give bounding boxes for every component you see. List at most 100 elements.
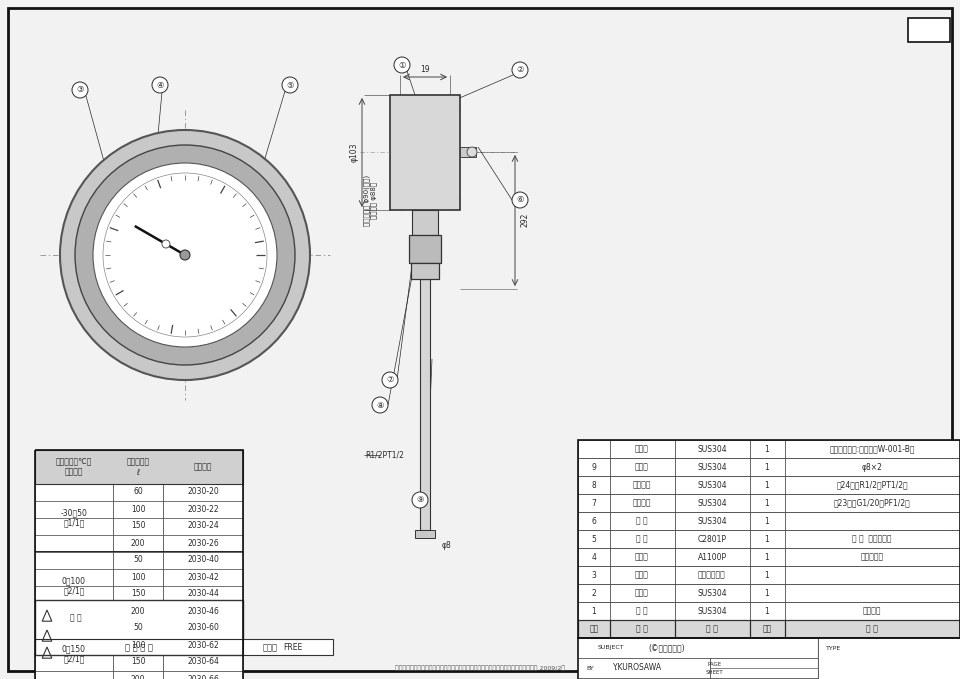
Text: 感温部長さ
ℓ: 感温部長さ ℓ xyxy=(127,457,150,477)
Text: PAGE: PAGE xyxy=(708,663,722,667)
Bar xyxy=(420,279,430,530)
Text: 2030-64: 2030-64 xyxy=(187,657,219,667)
Text: 3: 3 xyxy=(591,570,596,579)
Text: 1: 1 xyxy=(764,589,769,598)
Bar xyxy=(578,512,960,530)
Circle shape xyxy=(152,77,168,93)
Text: SUS304: SUS304 xyxy=(697,498,727,507)
Circle shape xyxy=(93,163,277,347)
Text: 2030-66: 2030-66 xyxy=(187,674,219,679)
Text: ⑨: ⑨ xyxy=(417,496,423,504)
Bar xyxy=(578,638,960,679)
Bar xyxy=(411,263,439,279)
Text: ④: ④ xyxy=(156,81,164,90)
Bar xyxy=(818,638,960,679)
Text: （オプション:図面番号W-001-B）: （オプション:図面番号W-001-B） xyxy=(829,445,915,454)
Text: 292: 292 xyxy=(520,213,530,227)
Bar xyxy=(460,147,476,157)
Text: TYPE: TYPE xyxy=(826,646,841,651)
Text: 2030-46: 2030-46 xyxy=(187,606,219,615)
Bar xyxy=(578,476,960,494)
Circle shape xyxy=(394,57,410,73)
Bar xyxy=(35,637,243,654)
Text: 2030-44: 2030-44 xyxy=(187,589,219,598)
Bar xyxy=(35,620,243,637)
Text: 2030-20: 2030-20 xyxy=(187,488,219,496)
Text: SUS304: SUS304 xyxy=(697,481,727,490)
Text: SUS304: SUS304 xyxy=(697,589,727,598)
Text: 縮　図: 縮 図 xyxy=(263,644,278,653)
Text: 元 軸: 元 軸 xyxy=(636,517,648,526)
Circle shape xyxy=(180,250,190,260)
Circle shape xyxy=(467,147,477,157)
Bar xyxy=(412,210,438,235)
Text: 0～100
（2/1）: 0～100 （2/1） xyxy=(62,576,86,595)
Text: 2030-26: 2030-26 xyxy=(187,538,219,547)
Bar xyxy=(578,494,960,512)
Text: (©在庫限格品): (©在庫限格品) xyxy=(648,644,684,653)
Bar xyxy=(578,548,960,566)
Text: 透明板: 透明板 xyxy=(636,570,649,579)
Text: φ103: φ103 xyxy=(349,142,358,162)
Circle shape xyxy=(282,77,298,93)
Text: FREE: FREE xyxy=(283,644,302,653)
Bar xyxy=(578,458,960,476)
Text: 締付ネジ: 締付ネジ xyxy=(633,498,651,507)
Text: 本図面は当社の財産ですので無断でコピーしたり、使用することはご遠慮ください。 2009/2月: 本図面は当社の財産ですので無断でコピーしたり、使用することはご遠慮ください。 2… xyxy=(395,665,565,671)
Text: ⑧: ⑧ xyxy=(376,401,384,409)
Text: バフ研磨: バフ研磨 xyxy=(863,606,881,615)
Text: 150: 150 xyxy=(131,657,145,667)
Text: 1: 1 xyxy=(764,553,769,562)
Text: ケース: ケース xyxy=(636,589,649,598)
Text: 白地黒文字: 白地黒文字 xyxy=(860,553,883,562)
Text: ⑤: ⑤ xyxy=(286,81,294,90)
Bar xyxy=(35,552,243,569)
Text: 保護管: 保護管 xyxy=(636,445,649,454)
Circle shape xyxy=(372,397,388,413)
Text: 指 針: 指 針 xyxy=(636,534,648,543)
Bar xyxy=(578,566,960,584)
Text: フ タ: フ タ xyxy=(636,606,648,615)
Text: φ8: φ8 xyxy=(443,540,452,549)
Text: V.6: V.6 xyxy=(920,25,939,35)
Text: 2030-24: 2030-24 xyxy=(187,521,219,530)
Circle shape xyxy=(72,82,88,98)
Text: SUS304: SUS304 xyxy=(697,517,727,526)
Text: 目盛範囲（℃）
（刻度）: 目盛範囲（℃） （刻度） xyxy=(56,457,92,477)
Text: C2801P: C2801P xyxy=(698,534,727,543)
Bar xyxy=(35,450,243,484)
Text: 200: 200 xyxy=(131,538,145,547)
Text: 2030-60: 2030-60 xyxy=(187,623,219,633)
Bar xyxy=(35,535,243,552)
Text: 1: 1 xyxy=(764,570,769,579)
Text: ①: ① xyxy=(398,60,406,69)
Text: ⑥: ⑥ xyxy=(516,196,524,204)
Text: 60: 60 xyxy=(133,488,143,496)
Text: 黒 色  先端部橙色: 黒 色 先端部橙色 xyxy=(852,534,892,543)
Text: 150: 150 xyxy=(131,589,145,598)
Text: 番号: 番号 xyxy=(589,625,599,634)
Circle shape xyxy=(412,492,428,508)
Circle shape xyxy=(162,240,170,248)
Text: ③: ③ xyxy=(76,86,84,94)
Text: 9: 9 xyxy=(591,462,596,471)
Circle shape xyxy=(382,372,398,388)
Bar xyxy=(578,620,960,638)
Text: 普通板ガラス: 普通板ガラス xyxy=(698,570,726,579)
Text: 100: 100 xyxy=(131,504,145,513)
Bar xyxy=(243,639,333,655)
Text: 改 図: 改 図 xyxy=(70,614,82,623)
Text: R1/2PT1/2: R1/2PT1/2 xyxy=(365,450,404,460)
Text: ダイヤル径 φ90(内径)
（可視部 φ88）: ダイヤル径 φ90(内径) （可視部 φ88） xyxy=(363,175,377,225)
Circle shape xyxy=(512,62,528,78)
Text: 1: 1 xyxy=(764,498,769,507)
Bar xyxy=(578,440,960,638)
Text: 目盛板: 目盛板 xyxy=(636,553,649,562)
Text: φ8×2: φ8×2 xyxy=(861,462,882,471)
Text: 2030-62: 2030-62 xyxy=(187,640,219,650)
Text: 200: 200 xyxy=(131,674,145,679)
Bar xyxy=(908,18,950,42)
Text: 19: 19 xyxy=(420,65,430,75)
Bar xyxy=(390,95,460,210)
Text: 1: 1 xyxy=(764,462,769,471)
